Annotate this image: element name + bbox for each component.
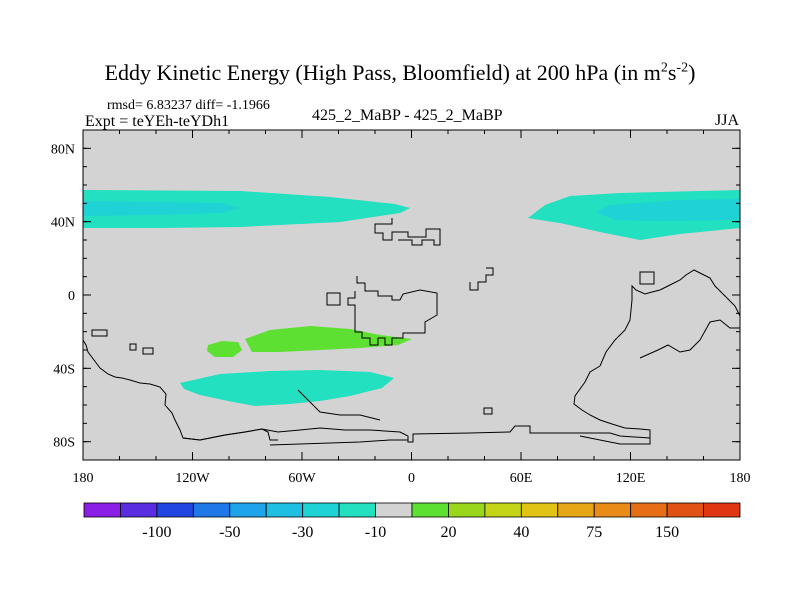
colorbar-label: -50 bbox=[219, 524, 240, 541]
colorbar-swatch bbox=[520, 502, 559, 518]
colorbar-swatch bbox=[630, 502, 668, 518]
coast-africa-west bbox=[326, 292, 341, 306]
coast-australia bbox=[599, 269, 740, 367]
coast-australia-south bbox=[573, 365, 651, 438]
case-label: 425_2_MaBP - 425_2_MaBP bbox=[312, 107, 503, 124]
coast-antarctic-inner bbox=[297, 389, 381, 421]
colorbar-label: 75 bbox=[586, 524, 602, 541]
region-core-north-east bbox=[596, 199, 740, 221]
colorbar-swatch bbox=[338, 502, 376, 518]
coast-island-1 bbox=[91, 329, 108, 337]
colorbar: -100 -50 -30 -10 20 40 75 150 bbox=[83, 502, 741, 541]
region-band-south bbox=[180, 370, 394, 406]
x-tick-label: 120W bbox=[175, 471, 210, 486]
coast-arabia bbox=[469, 267, 494, 291]
x-tick-label: 120E bbox=[616, 471, 646, 486]
colorbar-swatch bbox=[83, 502, 121, 518]
y-tick-label: 80S bbox=[53, 436, 75, 451]
colorbar-label: 20 bbox=[440, 524, 456, 541]
colorbar-label: -100 bbox=[142, 524, 171, 541]
colorbar-swatch bbox=[265, 502, 304, 518]
x-tick-label: 0 bbox=[408, 471, 415, 486]
map-background bbox=[83, 130, 740, 460]
y-tick-label: 0 bbox=[68, 289, 75, 304]
experiment-label: Expt = teYEh-teYDh1 bbox=[85, 113, 230, 130]
colorbar-label: -10 bbox=[365, 524, 386, 541]
x-axis: 180 120W 60W 0 60E 120E 180 bbox=[73, 130, 751, 486]
coast-island-2 bbox=[129, 343, 137, 351]
colorbar-swatch bbox=[411, 502, 449, 518]
colorbar-swatch bbox=[229, 502, 267, 518]
season-label: JJA bbox=[715, 112, 740, 129]
coast-africa bbox=[347, 276, 438, 346]
colorbar-swatch bbox=[375, 502, 413, 518]
region-core-north-west bbox=[83, 201, 240, 216]
y-tick-label: 40N bbox=[51, 216, 75, 231]
coast-south-america-east bbox=[182, 425, 651, 445]
colorbar-swatch bbox=[557, 502, 595, 518]
y-tick-label: 80N bbox=[51, 142, 75, 157]
colorbar-swatch bbox=[156, 502, 194, 518]
x-tick-label: 180 bbox=[730, 471, 751, 486]
coast-island-3 bbox=[142, 347, 154, 355]
coast-antarctic-lower bbox=[269, 439, 408, 446]
colorbar-label: 150 bbox=[655, 524, 679, 541]
coast-madagascar bbox=[483, 407, 493, 415]
colorbar-swatch bbox=[593, 502, 632, 518]
x-tick-label: 180 bbox=[73, 471, 94, 486]
colorbar-swatch bbox=[703, 502, 741, 518]
x-tick-label: 60W bbox=[288, 471, 316, 486]
y-axis: 80S 40S 0 40N 80N bbox=[51, 129, 740, 461]
colorbar-swatch bbox=[302, 502, 340, 518]
coast-australia-east bbox=[639, 319, 740, 359]
colorbar-swatch bbox=[448, 502, 486, 518]
colorbar-swatch bbox=[120, 502, 158, 518]
colorbar-swatch bbox=[484, 502, 522, 518]
colorbar-label: 40 bbox=[513, 524, 529, 541]
colorbar-label: -30 bbox=[292, 524, 313, 541]
colorbar-swatch bbox=[666, 502, 704, 518]
coastlines bbox=[83, 218, 740, 446]
colorbar-swatch bbox=[192, 502, 231, 518]
coast-north-europe bbox=[374, 218, 441, 246]
y-tick-label: 40S bbox=[53, 362, 75, 377]
region-positive-blob-west bbox=[207, 341, 242, 357]
coast-australia-north bbox=[639, 271, 655, 285]
chart-title: Eddy Kinetic Energy (High Pass, Bloomfie… bbox=[104, 60, 696, 85]
stats-label: rmsd= 6.83237 diff= -1.1966 bbox=[107, 98, 270, 113]
x-tick-label: 60E bbox=[510, 471, 533, 486]
region-band-north-west bbox=[83, 190, 410, 228]
